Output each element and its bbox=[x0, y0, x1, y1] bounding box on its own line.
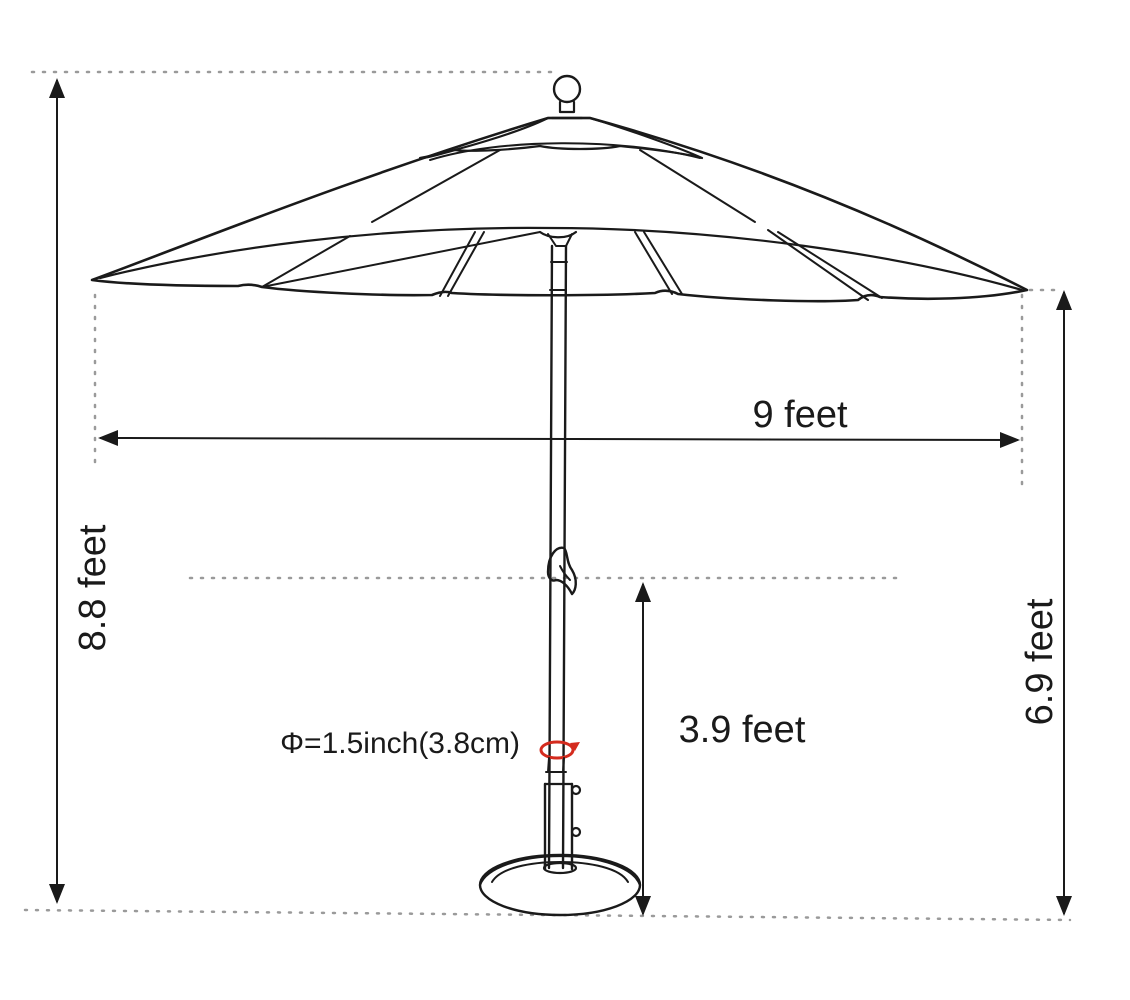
label-pole-diameter: Φ=1.5inch(3.8cm) bbox=[280, 727, 520, 760]
label-total-height: 8.8 feet bbox=[72, 524, 114, 651]
crank-handle-icon bbox=[546, 546, 577, 596]
tilt-rotate-icon bbox=[539, 740, 580, 773]
umbrella-hub bbox=[538, 230, 578, 247]
umbrella-canopy bbox=[90, 116, 1029, 303]
label-rib-height: 6.9 feet bbox=[1019, 598, 1061, 725]
dimension-canopy-width bbox=[98, 430, 1020, 448]
guide-lines bbox=[23, 70, 1072, 922]
label-canopy-width: 9 feet bbox=[752, 394, 848, 436]
finial-icon bbox=[550, 74, 584, 120]
label-crank-height: 3.9 feet bbox=[679, 709, 806, 751]
stand-base-icon bbox=[478, 782, 642, 917]
